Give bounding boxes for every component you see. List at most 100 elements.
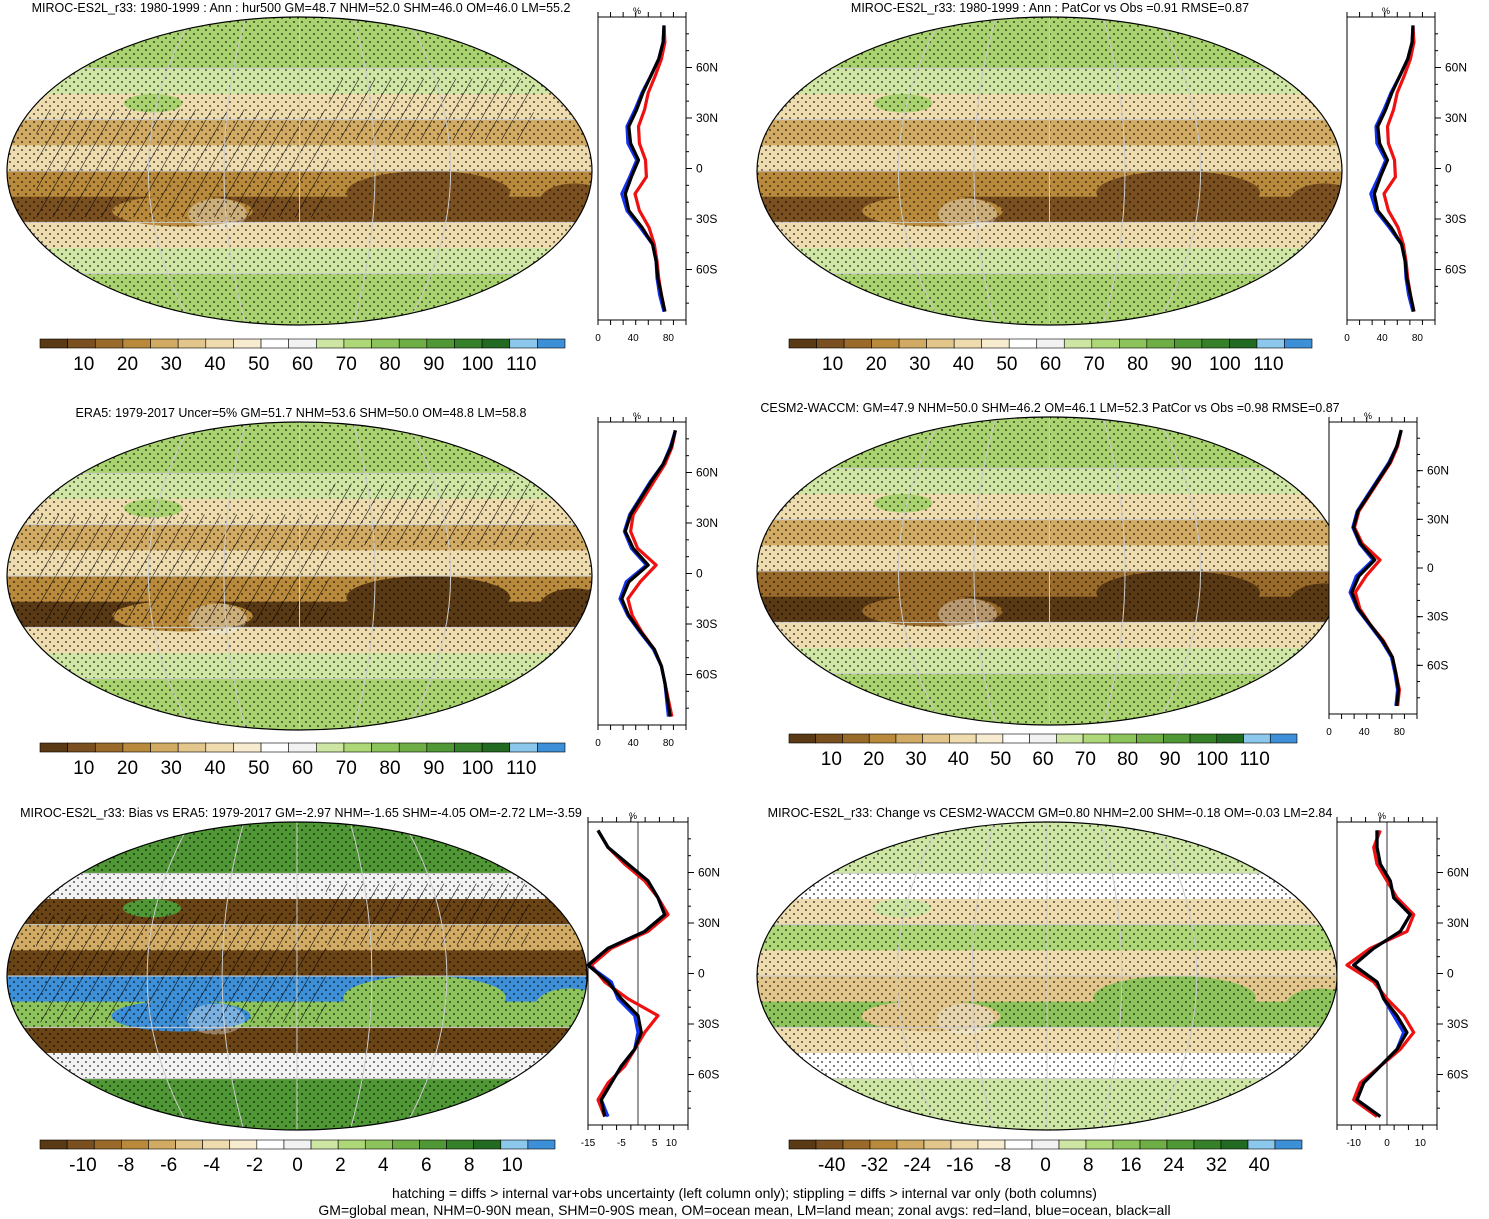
zonal-unit-label: % [1382, 6, 1390, 16]
map-field [7, 822, 587, 1130]
colorbar-cell [398, 742, 428, 753]
colorbar-cell [205, 338, 234, 349]
colorbar-cell [1031, 1139, 1060, 1150]
colorbar-cell [93, 1139, 122, 1150]
graticule-line [1156, 417, 1202, 725]
hatching [328, 78, 534, 141]
colorbar-cell [1229, 338, 1258, 349]
colorbar-cell [1274, 1139, 1303, 1150]
colorbar-tick-label: -16 [946, 1155, 973, 1176]
lat-tick-label: 30S [1447, 1017, 1468, 1031]
graticule-line [221, 822, 245, 1130]
colorbar-tick-label: 50 [248, 354, 269, 375]
colorbar-tick-label: 90 [423, 354, 444, 375]
colorbar-tick-label: 70 [1084, 354, 1105, 375]
zonal-unit-label: % [633, 411, 641, 421]
colorbar-cell [815, 733, 843, 744]
colorbar-cell [39, 1139, 68, 1150]
colorbar-cell [233, 338, 262, 349]
zonal-x-tick-label: -5 [617, 1138, 626, 1149]
colorbar-tick-label: 110 [1253, 354, 1283, 375]
colorbar-cell [1008, 338, 1038, 349]
colorbar-cell [1189, 733, 1218, 744]
colorbar-tick-label: -32 [861, 1155, 888, 1176]
lat-tick-label: 60N [696, 61, 718, 75]
map-outline [6, 16, 593, 326]
colorbar-cell [39, 338, 68, 349]
colorbar: -40 -32 -24 -16 -8 0 8 16 24 32 40 [788, 1139, 1303, 1176]
hatching [328, 483, 534, 546]
lat-tick-label: 60N [1427, 464, 1449, 478]
graticule-line [352, 422, 376, 730]
hatching [36, 109, 329, 218]
zonal-unit-label: % [633, 6, 641, 16]
lat-tick-label: 60N [696, 466, 718, 480]
zonal-series-all [1372, 25, 1416, 312]
colorbar-tick-label: 80 [1117, 749, 1138, 770]
map-outline [6, 821, 588, 1131]
colorbar-tick-label: 50 [990, 749, 1011, 770]
zonal-average-plot: % 60N 30N 0 30S 60S 0 40 80 [1344, 6, 1467, 344]
colorbar-cell [1201, 338, 1230, 349]
colorbar-cell [1136, 733, 1164, 744]
lat-tick-label: 30N [1447, 916, 1469, 930]
colorbar-cell [843, 338, 872, 349]
colorbar-cell [527, 1139, 556, 1150]
colorbar-cell [39, 742, 68, 753]
panel-f: MIROC-ES2L_r33: Change vs CESM2-WACCM GM… [756, 806, 1469, 1176]
lat-tick-label: 60S [1427, 658, 1448, 672]
colorbar-cell [337, 1139, 366, 1150]
colorbar-tick-label: 80 [1127, 354, 1148, 375]
lat-tick-label: 0 [696, 162, 703, 176]
colorbar-cell [1029, 733, 1057, 744]
colorbar-cell [481, 742, 511, 753]
zonal-series-all [1350, 429, 1403, 707]
graticule-line [973, 17, 997, 325]
colorbar-cell [316, 742, 345, 753]
colorbar-cell [1269, 733, 1298, 744]
zonal-x-tick-label: 40 [628, 738, 640, 749]
colorbar-cell [229, 1139, 258, 1150]
zonal-average-plot: % 60N 30N 0 30S 60S -15 -5 5 10 [581, 811, 720, 1149]
zonal-x-tick-label: 40 [628, 333, 640, 344]
colorbar-tick-label: 40 [1249, 1155, 1270, 1176]
colorbar-cell [1256, 338, 1285, 349]
colorbar-tick-label: 90 [1171, 354, 1192, 375]
colorbar-cell [1085, 1139, 1114, 1150]
colorbar-cell [1112, 1139, 1141, 1150]
panel-title: MIROC-ES2L_r33: Bias vs ERA5: 1979-2017 … [20, 806, 582, 820]
zonal-x-tick-label: 40 [1377, 333, 1389, 344]
colorbar-cell [923, 1139, 952, 1150]
lat-tick-label: 0 [1427, 561, 1434, 575]
colorbar-tick-label: 80 [379, 354, 400, 375]
lat-tick-label: 30N [696, 516, 718, 530]
colorbar-tick-label: 100 [462, 354, 494, 375]
colorbar-cell [148, 1139, 176, 1150]
lat-tick-label: 60S [696, 263, 717, 277]
colorbar-cell [122, 742, 151, 753]
colorbar-cell [260, 742, 289, 753]
colorbar-cell [509, 338, 538, 349]
panel-title: MIROC-ES2L_r33: 1980-1999 : Ann : hur500… [32, 1, 571, 15]
colorbar-cell [150, 742, 179, 753]
colorbar-tick-label: 110 [506, 758, 536, 779]
colorbar-tick-label: -8 [117, 1155, 134, 1176]
zonal-x-tick-label: 0 [595, 738, 601, 749]
colorbar-cell [537, 742, 566, 753]
colorbar-cell [500, 1139, 529, 1150]
colorbar-cell [283, 1139, 312, 1150]
zonal-average-plot: % 60N 30N 0 30S 60S 0 40 80 [1326, 411, 1449, 738]
colorbar-tick-label: 50 [996, 354, 1017, 375]
colorbar-tick-label: 0 [1040, 1155, 1051, 1176]
map-outline [756, 16, 1343, 326]
colorbar-tick-label: 90 [423, 758, 444, 779]
graticule-line [1099, 822, 1123, 1130]
colorbar-tick-label: 90 [1159, 749, 1180, 770]
colorbar-cell [364, 1139, 393, 1150]
lat-tick-label: 30S [698, 1017, 719, 1031]
zonal-plot-frame [597, 16, 687, 321]
lat-tick-label: 30N [696, 111, 718, 125]
colorbar-cell [953, 338, 982, 349]
graticule-line [897, 417, 943, 725]
